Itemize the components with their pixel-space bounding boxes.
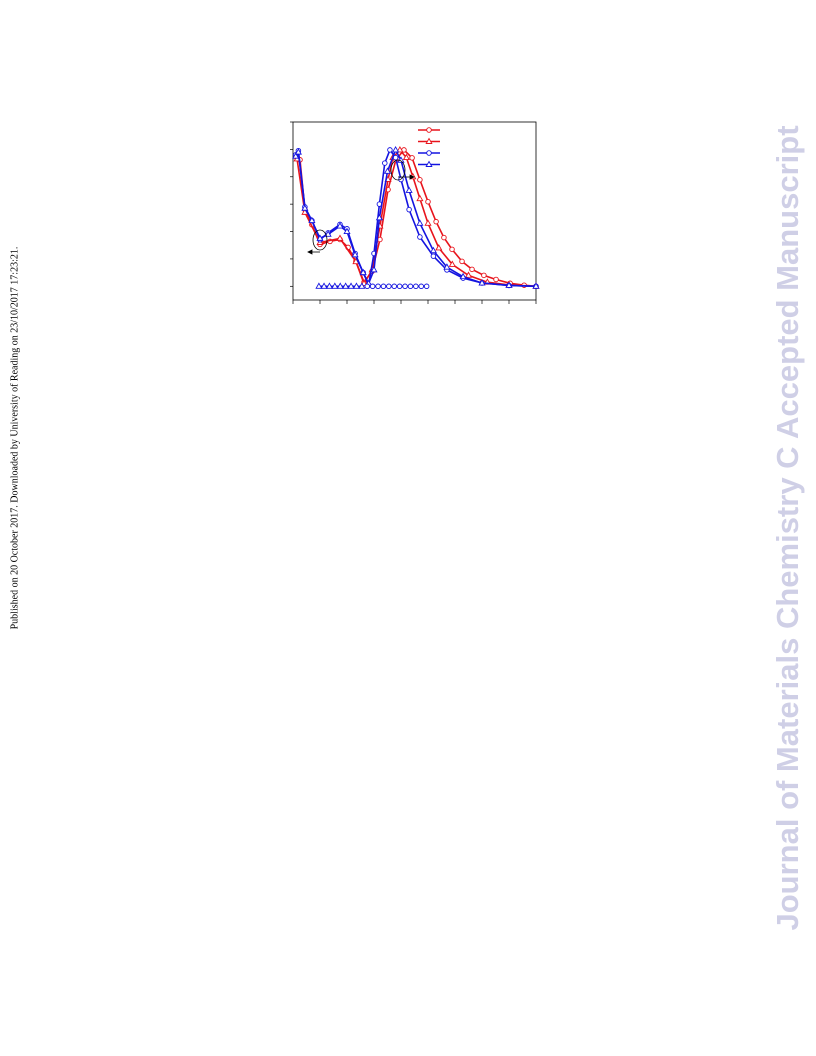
triangle-marker [443,263,451,270]
triangle-marker [347,282,355,289]
series-line [296,148,537,288]
triangle-marker [424,219,432,226]
circle-marker [459,258,465,265]
arrow-head [307,249,313,255]
circle-marker [425,198,431,205]
publication-note: Published on 20 October 2017. Downloaded… [9,247,20,630]
watermark: Journal of Materials Chemistry C Accepte… [770,125,805,930]
triangle-marker [532,282,540,289]
circle-marker [413,283,419,290]
triangle-marker [301,204,309,211]
triangle-marker [351,250,359,258]
triangle-marker [448,260,456,267]
legend-marker [425,137,433,144]
triangle-marker [478,279,486,286]
circle-marker [406,206,412,213]
triangle-marker [396,146,404,153]
circle-marker [382,160,388,166]
arrow-head [409,174,415,180]
circle-marker [430,253,437,259]
triangle-marker [336,234,344,241]
circle-marker [409,155,415,161]
circle-marker [402,283,408,290]
triangle-marker [336,222,344,229]
circle-marker [481,272,487,279]
triangle-marker [294,148,302,155]
triangle-marker [464,271,473,278]
legend-marker [426,150,432,156]
triangle-marker [320,282,328,289]
legend-marker [426,127,432,133]
triangle-marker [375,213,383,221]
circle-marker [386,283,392,290]
triangle-marker [359,268,367,276]
circle-marker [433,218,439,225]
circle-marker [387,147,393,153]
triangle-marker [316,234,324,241]
triangle-marker [308,216,316,224]
triangle-marker [336,282,344,289]
triangle-marker [343,227,351,234]
circle-marker [375,283,381,290]
plot-frame [292,121,537,301]
triangle-marker [392,146,400,153]
triangle-marker [342,282,350,289]
annotations [307,159,415,255]
circle-marker [364,283,371,290]
circle-marker [396,283,403,290]
annotation-circle [390,159,406,181]
circle-marker [407,283,414,290]
triangle-marker [383,167,392,174]
triangle-marker [416,194,424,202]
triangle-marker [459,272,467,280]
circle-marker [391,283,398,290]
triangle-marker [402,153,410,161]
circle-marker [441,234,447,241]
triangle-marker [331,282,339,289]
triangle-marker [405,186,413,193]
triangle-marker [315,282,323,289]
triangle-marker [325,282,334,289]
circle-marker [418,283,425,290]
circle-marker [449,246,455,253]
triangle-marker [505,281,513,288]
triangle-marker [370,265,378,273]
triangle-marker [435,244,443,251]
circle-marker [369,283,376,290]
triangle-marker [416,219,424,226]
plot [290,121,540,304]
circle-marker [417,177,423,183]
legend-marker [425,160,433,167]
triangle-marker [292,152,300,159]
triangle-marker [352,282,361,289]
circle-marker [469,266,475,273]
triangle-marker [358,282,366,289]
triangle-marker [429,246,437,254]
annotation-circle [312,229,328,251]
triangle-marker [324,230,332,237]
circle-marker [380,283,387,290]
circle-marker [423,283,430,290]
circle-marker [417,234,423,240]
circle-marker [493,276,499,283]
